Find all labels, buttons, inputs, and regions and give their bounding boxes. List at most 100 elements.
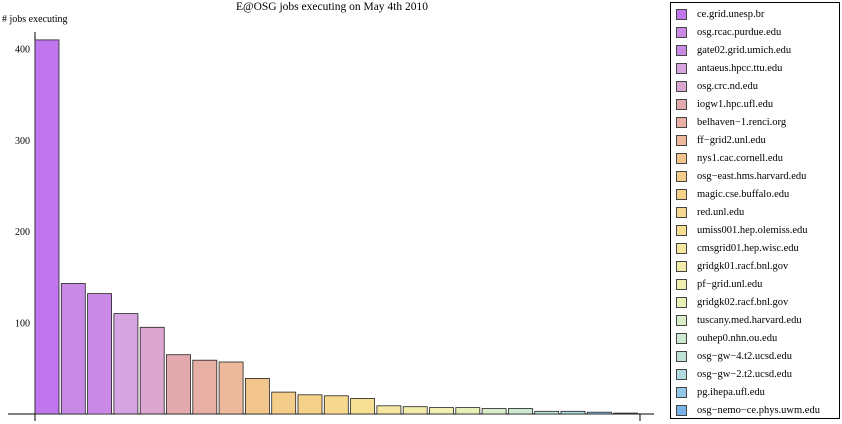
legend-items: ce.grid.unesp.br osg.rcac.purdue.edu gate0… bbox=[671, 5, 839, 419]
legend-item: antaeus.hpcc.ttu.edu bbox=[671, 59, 839, 77]
legend-swatch bbox=[676, 26, 687, 38]
y-axis-label: # jobs executing bbox=[2, 14, 68, 25]
legend-label: magic.cse.buffalo.edu bbox=[697, 188, 790, 200]
legend-label: ff−grid2.unl.edu bbox=[697, 134, 766, 146]
y-tick-label: 400 bbox=[15, 45, 30, 56]
legend-label: osg−gw−4.t2.ucsd.edu bbox=[697, 350, 792, 362]
legend-item: gridgk01.racf.bnl.gov bbox=[671, 257, 839, 275]
legend-swatch bbox=[676, 134, 687, 146]
legend-label: osg−east.hms.harvard.edu bbox=[697, 170, 807, 182]
legend-swatch bbox=[676, 260, 687, 272]
legend-swatch bbox=[676, 404, 687, 416]
legend-item: ouhep0.nhn.ou.edu bbox=[671, 329, 839, 347]
legend-swatch bbox=[676, 386, 687, 398]
legend-item: iogw1.hpc.ufl.edu bbox=[671, 95, 839, 113]
legend-label: osg.rcac.purdue.edu bbox=[697, 26, 782, 38]
bar bbox=[507, 408, 533, 415]
y-tick-label: 300 bbox=[15, 136, 30, 147]
y-tick-label: 200 bbox=[15, 227, 30, 238]
legend-item: umiss001.hep.olemiss.edu bbox=[671, 221, 839, 239]
bar bbox=[350, 398, 376, 415]
bar bbox=[402, 406, 428, 415]
bar bbox=[586, 411, 612, 415]
bar bbox=[271, 391, 297, 415]
legend-swatch bbox=[676, 296, 687, 308]
legend-swatch bbox=[676, 314, 687, 326]
legend-swatch bbox=[676, 80, 687, 92]
legend-swatch bbox=[676, 62, 687, 74]
legend-swatch bbox=[676, 8, 687, 20]
legend-item: pg.ihepa.ufl.edu bbox=[671, 383, 839, 401]
bar bbox=[218, 361, 244, 415]
legend-swatch bbox=[676, 188, 687, 200]
legend-item: osg−nemo−ce.phys.uwm.edu bbox=[671, 401, 839, 419]
bars bbox=[34, 39, 641, 421]
legend-swatch bbox=[676, 98, 687, 110]
legend-label: nys1.cac.cornell.edu bbox=[697, 152, 784, 164]
bar bbox=[481, 408, 507, 415]
legend-item: osg−east.hms.harvard.edu bbox=[671, 167, 839, 185]
bar bbox=[87, 293, 112, 415]
legend-swatch bbox=[676, 206, 687, 218]
legend-item: nys1.cac.cornell.edu bbox=[671, 149, 839, 167]
legend-item: ff−grid2.unl.edu bbox=[671, 131, 839, 149]
bar bbox=[297, 394, 323, 415]
legend: ce.grid.unesp.br osg.rcac.purdue.edu gate0… bbox=[670, 2, 840, 419]
legend-label: osg−gw−2.t2.ucsd.edu bbox=[697, 368, 792, 380]
bar bbox=[455, 407, 481, 415]
legend-label: cmsgrid01.hep.wisc.edu bbox=[697, 242, 799, 254]
legend-label: osg−nemo−ce.phys.uwm.edu bbox=[697, 404, 820, 416]
legend-label: ouhep0.nhn.ou.edu bbox=[697, 332, 778, 344]
legend-label: iogw1.hpc.ufl.edu bbox=[697, 98, 774, 110]
legend-item: osg−gw−2.t2.ucsd.edu bbox=[671, 365, 839, 383]
legend-item: ce.grid.unesp.br bbox=[671, 5, 839, 23]
bar bbox=[60, 283, 86, 415]
bar bbox=[244, 377, 270, 415]
legend-label: gridgk01.racf.bnl.gov bbox=[697, 260, 789, 272]
bar bbox=[323, 395, 349, 415]
legend-swatch bbox=[676, 170, 687, 182]
legend-label: osg.crc.nd.edu bbox=[697, 80, 758, 92]
legend-label: gate02.grid.umich.edu bbox=[697, 44, 792, 56]
legend-swatch bbox=[676, 368, 687, 380]
legend-item: red.unl.edu bbox=[671, 203, 839, 221]
legend-label: pg.ihepa.ufl.edu bbox=[697, 386, 765, 398]
legend-item: magic.cse.buffalo.edu bbox=[671, 185, 839, 203]
legend-label: belhaven−1.renci.org bbox=[697, 116, 787, 128]
bar bbox=[113, 313, 139, 415]
legend-swatch bbox=[676, 332, 687, 344]
legend-item: gate02.grid.umich.edu bbox=[671, 41, 839, 59]
legend-item: gridgk02.racf.bnl.gov bbox=[671, 293, 839, 311]
legend-swatch bbox=[676, 152, 687, 164]
legend-item: tuscany.med.harvard.edu bbox=[671, 311, 839, 329]
legend-swatch bbox=[676, 350, 687, 362]
bar bbox=[429, 407, 454, 415]
bar bbox=[534, 410, 560, 415]
legend-item: belhaven−1.renci.org bbox=[671, 113, 839, 131]
bar bbox=[376, 405, 402, 415]
legend-swatch bbox=[676, 116, 687, 128]
legend-label: pf−grid.unl.edu bbox=[697, 278, 763, 290]
legend-label: gridgk02.racf.bnl.gov bbox=[697, 296, 789, 308]
legend-swatch bbox=[676, 44, 687, 56]
legend-item: pf−grid.unl.edu bbox=[671, 275, 839, 293]
legend-item: cmsgrid01.hep.wisc.edu bbox=[671, 239, 839, 257]
legend-item: osg.rcac.purdue.edu bbox=[671, 23, 839, 41]
legend-item: osg−gw−4.t2.ucsd.edu bbox=[671, 347, 839, 365]
y-tick-label: 100 bbox=[15, 318, 30, 329]
legend-swatch bbox=[676, 224, 687, 236]
bar bbox=[560, 410, 586, 415]
bar bbox=[34, 39, 60, 415]
bar bbox=[139, 326, 165, 415]
legend-swatch bbox=[676, 242, 687, 254]
legend-label: antaeus.hpcc.ttu.edu bbox=[697, 62, 783, 74]
legend-swatch bbox=[676, 278, 687, 290]
chart-title: E@OSG jobs executing on May 4th 2010 bbox=[236, 1, 428, 13]
legend-label: red.unl.edu bbox=[697, 206, 745, 218]
legend-label: umiss001.hep.olemiss.edu bbox=[697, 224, 808, 236]
legend-label: tuscany.med.harvard.edu bbox=[697, 314, 802, 326]
legend-label: ce.grid.unesp.br bbox=[697, 8, 765, 20]
bar bbox=[166, 354, 191, 415]
bar bbox=[192, 359, 218, 415]
